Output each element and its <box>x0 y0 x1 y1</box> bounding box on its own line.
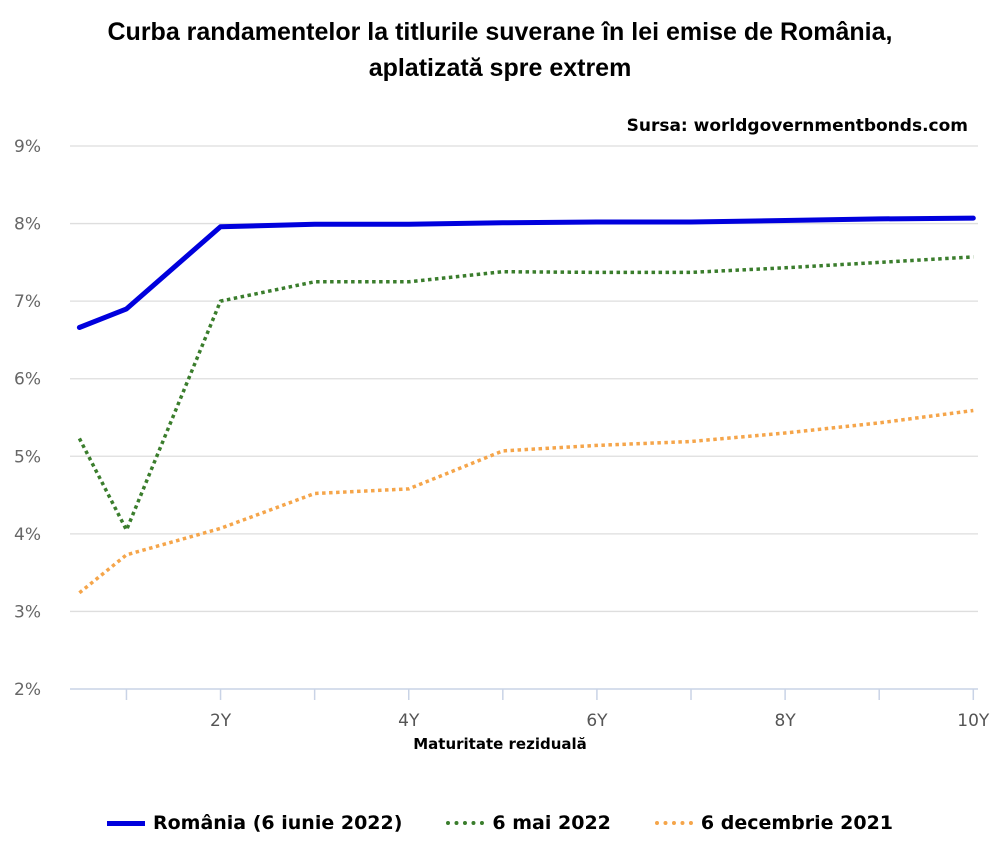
x-tick-label: 10Y <box>957 711 990 731</box>
x-tick-label: 6Y <box>586 711 608 731</box>
legend-item-2[interactable]: 6 mai 2022 <box>446 812 611 834</box>
legend-label: 6 decembrie 2021 <box>700 812 894 834</box>
y-tick-label: 5% <box>14 447 41 467</box>
legend-label: România (6 iunie 2022) <box>152 812 403 834</box>
x-axis <box>70 688 978 700</box>
series-lines <box>76 215 976 595</box>
y-tick-label: 9% <box>14 137 41 157</box>
x-tick-labels: 2Y 4Y 6Y 8Y 10Y <box>210 711 990 731</box>
source-note: Sursa: worldgovernmentbonds.com <box>626 116 968 136</box>
x-tick-label: 8Y <box>775 711 797 731</box>
grid-lines <box>70 145 978 613</box>
y-tick-label: 6% <box>14 370 41 390</box>
legend: România (6 iunie 2022) 6 mai 2022 6 decemb… <box>0 812 1000 834</box>
series-line-2 <box>77 255 974 532</box>
legend-swatch <box>654 821 693 825</box>
legend-item-1[interactable]: România (6 iunie 2022) <box>106 812 403 834</box>
y-tick-label: 7% <box>14 292 41 312</box>
y-tick-label: 3% <box>14 602 41 622</box>
y-tick-label: 4% <box>14 525 41 545</box>
chart-title-line-2: aplatizată spre extrem <box>368 54 632 82</box>
series-line-1 <box>76 215 976 330</box>
legend-item-3[interactable]: 6 decembrie 2021 <box>654 812 894 834</box>
y-tick-label: 8% <box>14 215 41 235</box>
x-tick-label: 4Y <box>398 711 420 731</box>
y-tick-label: 2% <box>14 680 41 700</box>
x-tick-label: 2Y <box>210 711 232 731</box>
legend-swatch <box>106 820 145 826</box>
chart-title-line-1: Curba randamentelor la titlurile suveran… <box>107 18 893 46</box>
legend-label: 6 mai 2022 <box>492 812 611 834</box>
legend-swatch <box>446 821 485 825</box>
x-axis-label: Maturitate reziduală <box>413 735 587 753</box>
chart-title: Curba randamentelor la titlurile suveran… <box>0 14 1000 86</box>
y-tick-labels: 2% 3% 4% 5% 6% 7% 8% 9% <box>14 137 41 700</box>
series-line-3 <box>78 408 974 595</box>
